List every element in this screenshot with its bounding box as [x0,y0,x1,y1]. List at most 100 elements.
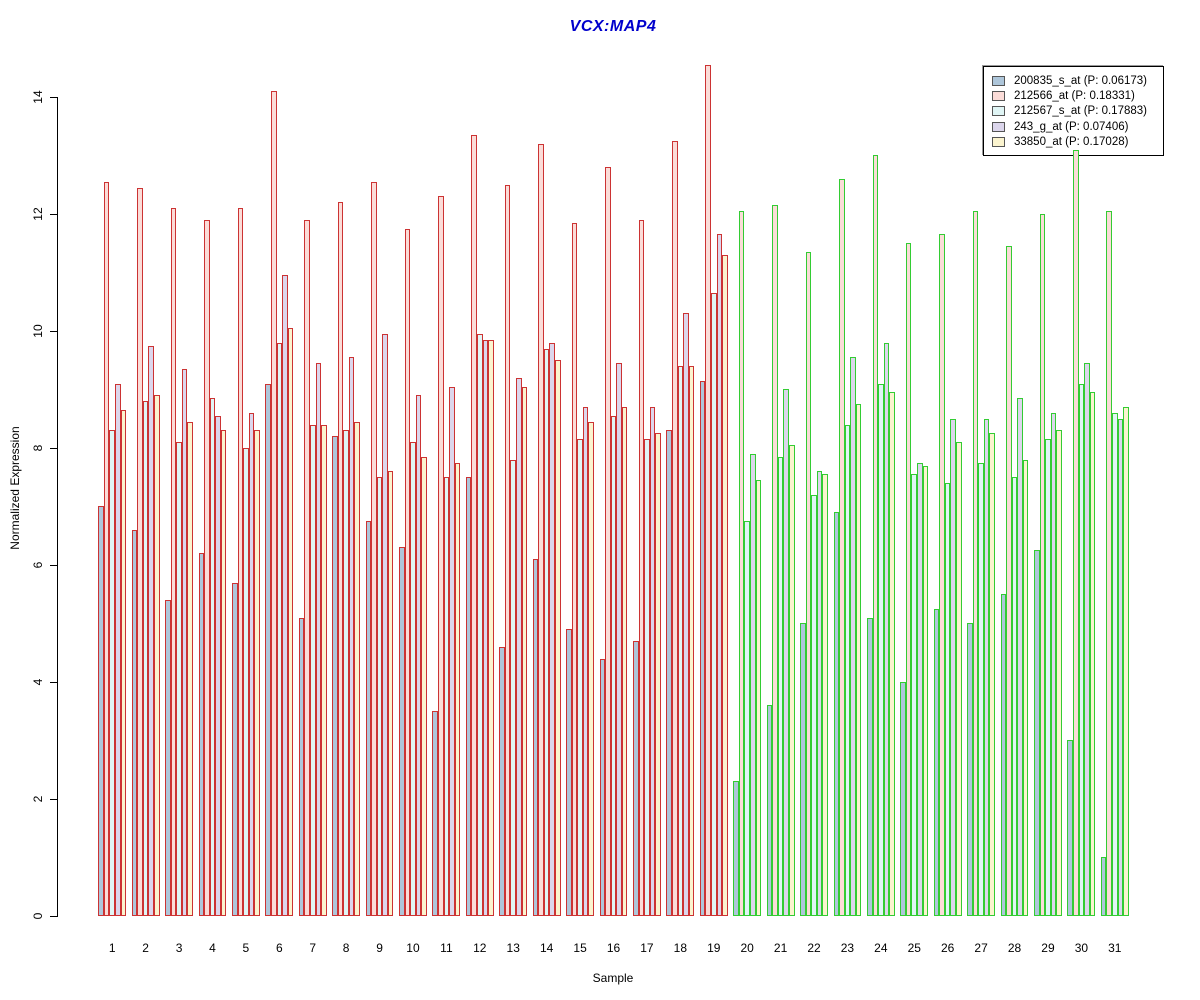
bar-sample-2-series-5 [154,395,160,916]
bar-sample-15-series-2 [572,223,577,916]
legend-entry-2: 212566_at (P: 0.18331) [992,88,1157,103]
bar-sample-29-series-3 [1045,439,1051,916]
bar-sample-12-series-2 [471,135,477,916]
bar-sample-24-series-2 [873,155,878,916]
legend-entry-4: 243_g_at (P: 0.07406) [992,119,1157,134]
x-tick-label: 19 [707,941,721,955]
legend-entry-5: 33850_at (P: 0.17028) [992,135,1157,150]
y-tick-mark [50,97,57,98]
x-tick-label: 8 [342,941,350,955]
bar-sample-27-series-1 [967,623,973,916]
bar-sample-18-series-5 [689,366,694,916]
legend-label: 33850_at (P: 0.17028) [1014,136,1129,149]
bar-sample-21-series-4 [783,389,789,916]
bar-sample-30-series-3 [1079,384,1084,916]
bar-sample-20-series-5 [756,480,761,916]
bar-sample-6-series-5 [288,328,293,916]
bar-sample-6-series-4 [282,275,288,916]
x-tick-label: 30 [1074,941,1089,955]
bar-sample-12-series-5 [488,340,494,916]
bar-sample-13-series-4 [516,378,522,916]
bar-sample-29-series-2 [1040,214,1045,916]
bar-sample-10-series-4 [416,395,421,916]
bar-sample-26-series-3 [945,483,950,916]
bar-sample-8-series-1 [332,436,338,916]
legend-label: 200835_s_at (P: 0.06173) [1014,74,1147,87]
bar-sample-19-series-2 [705,65,711,916]
bar-sample-16-series-5 [622,407,627,916]
bar-sample-13-series-3 [510,460,516,916]
y-tick-label: 6 [31,561,45,569]
legend-label: 212566_at (P: 0.18331) [1014,90,1135,103]
bar-sample-26-series-4 [950,419,956,916]
bar-sample-28-series-2 [1006,246,1012,916]
x-tick-label: 27 [974,941,988,955]
bar-sample-20-series-3 [744,521,750,916]
y-axis-line [57,97,58,917]
bar-sample-10-series-2 [405,229,410,916]
y-tick-label: 12 [31,207,45,221]
bar-sample-23-series-1 [834,512,839,916]
bar-sample-5-series-1 [232,583,238,916]
bar-sample-26-series-5 [956,442,962,916]
bar-sample-25-series-1 [900,682,906,916]
bar-sample-2-series-1 [132,530,137,916]
y-tick-label: 0 [31,912,45,920]
bar-sample-16-series-3 [611,416,616,916]
bar-sample-21-series-3 [778,457,783,916]
legend-swatch-icon [992,91,1005,102]
bar-sample-13-series-1 [499,647,505,916]
bar-sample-19-series-4 [717,234,722,916]
bar-sample-24-series-4 [884,343,889,916]
bar-sample-16-series-1 [600,659,605,916]
bar-sample-7-series-2 [304,220,310,916]
bar-sample-11-series-4 [449,387,455,916]
bar-sample-24-series-3 [878,384,884,916]
bar-sample-31-series-1 [1101,857,1106,916]
legend-swatch-icon [992,137,1005,148]
bar-sample-17-series-2 [639,220,644,916]
bar-sample-20-series-2 [739,211,744,916]
bar-sample-17-series-1 [633,641,639,916]
bar-sample-15-series-5 [588,422,594,916]
bar-sample-31-series-2 [1106,211,1112,916]
bar-sample-6-series-3 [277,343,282,916]
bar-sample-11-series-5 [455,463,460,916]
bar-sample-2-series-2 [137,188,143,916]
bar-sample-3-series-4 [182,369,187,916]
bar-sample-4-series-5 [221,430,226,916]
bar-sample-9-series-2 [371,182,377,916]
y-tick-mark [50,682,57,683]
bar-sample-14-series-5 [555,360,561,916]
bar-sample-21-series-5 [789,445,795,916]
bar-sample-30-series-2 [1073,150,1079,916]
bar-sample-9-series-4 [382,334,388,916]
bar-sample-29-series-4 [1051,413,1056,916]
legend-label: 212567_s_at (P: 0.17883) [1014,105,1147,118]
bar-sample-8-series-4 [349,357,354,916]
bar-sample-15-series-3 [577,439,583,916]
bar-sample-7-series-3 [310,425,316,916]
x-tick-label: 24 [874,941,888,955]
legend-entry-1: 200835_s_at (P: 0.06173) [992,73,1157,88]
legend-label: 243_g_at (P: 0.07406) [1014,120,1129,133]
bar-sample-19-series-3 [711,293,717,916]
bar-sample-17-series-3 [644,439,650,916]
legend-swatch-icon [992,106,1005,117]
bar-sample-6-series-1 [265,384,271,916]
bar-sample-23-series-5 [856,404,861,916]
bar-sample-6-series-2 [271,91,277,916]
bar-sample-24-series-5 [889,392,895,916]
x-tick-label: 11 [440,941,453,955]
bar-sample-14-series-3 [544,349,549,916]
bar-sample-9-series-1 [366,521,371,916]
bar-sample-8-series-3 [343,430,349,916]
bar-sample-28-series-3 [1012,477,1017,916]
bar-sample-12-series-1 [466,477,471,916]
y-tick-label: 10 [31,324,45,338]
bar-sample-21-series-1 [767,705,772,916]
chart-title: VCX:MAP4 [569,18,657,35]
x-tick-label: 15 [573,941,587,955]
x-tick-label: 23 [840,941,855,955]
